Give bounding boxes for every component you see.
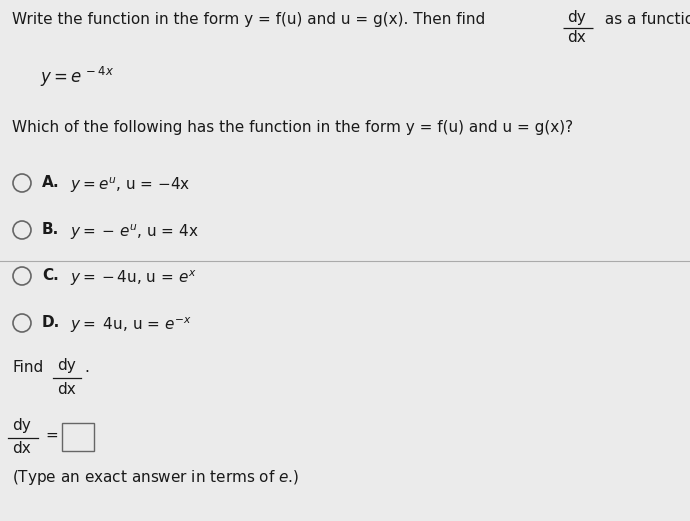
- Text: Find: Find: [12, 360, 43, 375]
- Text: B.: B.: [42, 222, 59, 237]
- Text: $y = -$4u, u = $e^x$: $y = -$4u, u = $e^x$: [70, 268, 197, 288]
- Text: A.: A.: [42, 175, 59, 190]
- Text: =: =: [45, 428, 58, 443]
- Text: (Type an exact answer in terms of $e$.): (Type an exact answer in terms of $e$.): [12, 468, 299, 487]
- Text: dy: dy: [567, 10, 586, 25]
- Text: dx: dx: [567, 30, 586, 45]
- Text: dy: dy: [12, 418, 31, 433]
- Text: $y = e^{\,-4x}$: $y = e^{\,-4x}$: [40, 65, 115, 89]
- Text: dx: dx: [12, 441, 31, 456]
- Text: C.: C.: [42, 268, 59, 283]
- Text: .: .: [84, 360, 89, 375]
- Text: Which of the following has the function in the form y = f(u) and u = g(x)?: Which of the following has the function …: [12, 120, 573, 135]
- Text: $y = e^u$, u = $-$4x: $y = e^u$, u = $-$4x: [70, 175, 190, 195]
- Text: as a function of x.: as a function of x.: [600, 12, 690, 27]
- Text: D.: D.: [42, 315, 60, 330]
- Text: dx: dx: [57, 382, 76, 397]
- Bar: [62, 423, 94, 451]
- Text: dy: dy: [57, 358, 76, 373]
- Text: $y = -\, e^u$, u = 4x: $y = -\, e^u$, u = 4x: [70, 222, 199, 242]
- Text: $y = $ 4u, u = $e^{-x}$: $y = $ 4u, u = $e^{-x}$: [70, 315, 192, 334]
- Text: Write the function in the form y = f(u) and u = g(x). Then find: Write the function in the form y = f(u) …: [12, 12, 490, 27]
